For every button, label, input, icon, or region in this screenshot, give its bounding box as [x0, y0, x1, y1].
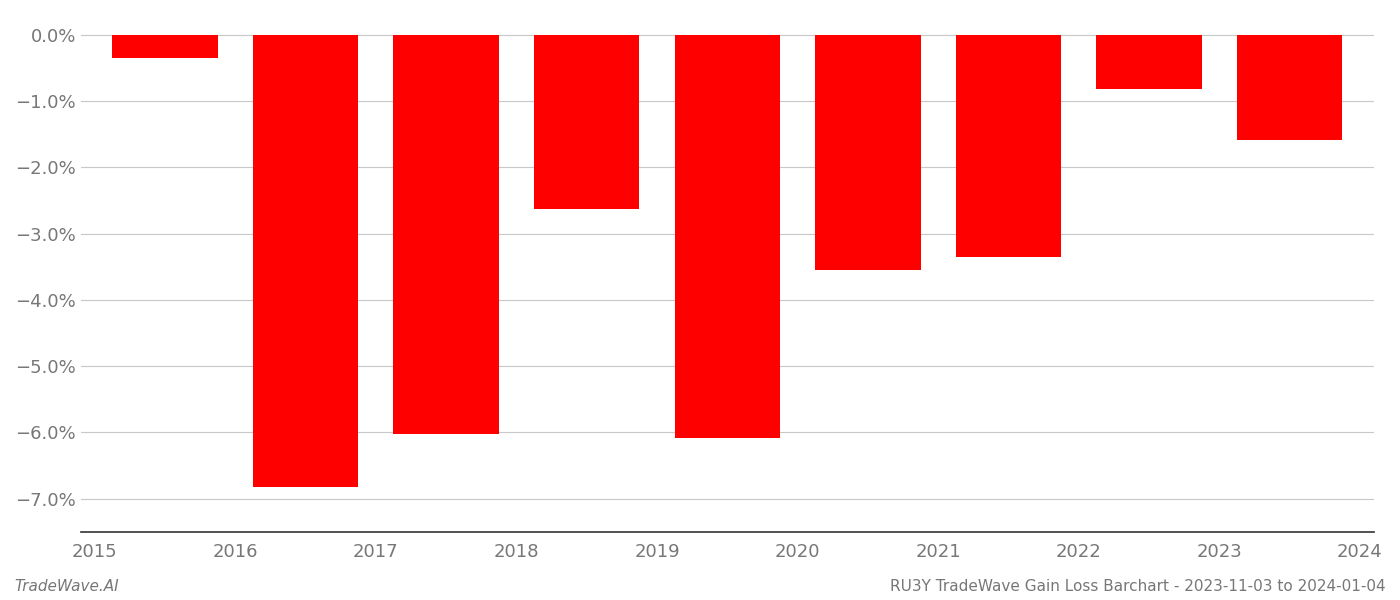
Text: RU3Y TradeWave Gain Loss Barchart - 2023-11-03 to 2024-01-04: RU3Y TradeWave Gain Loss Barchart - 2023… [890, 579, 1386, 594]
Bar [393, 35, 498, 434]
Bar [112, 35, 217, 58]
Bar [815, 35, 921, 270]
Bar [675, 35, 780, 438]
Bar [1096, 35, 1201, 89]
Bar [1236, 35, 1343, 140]
Bar [956, 35, 1061, 257]
Bar [253, 35, 358, 487]
Bar [533, 35, 640, 209]
Text: TradeWave.AI: TradeWave.AI [14, 579, 119, 594]
